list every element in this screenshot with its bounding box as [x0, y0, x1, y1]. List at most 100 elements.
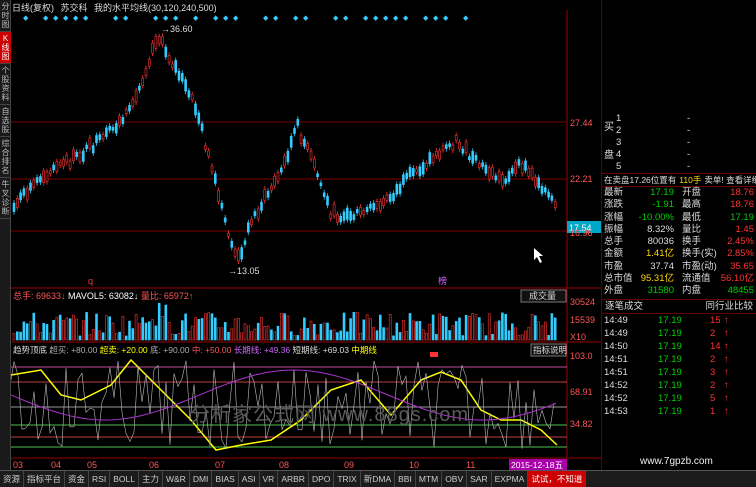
trade-tab[interactable]: 同行业比较 — [705, 300, 753, 312]
quote-label: 总市值 — [604, 273, 633, 285]
candle-body — [286, 150, 290, 163]
volume-bar — [375, 330, 379, 341]
indicator-tab[interactable]: MTM — [416, 471, 443, 487]
quote-row: 市盈 37.74 市盈(动) 35.65 — [602, 261, 756, 273]
candle-body — [273, 175, 277, 187]
indicator-tab[interactable]: 资金 — [65, 471, 90, 487]
indicator-tab[interactable]: DMI — [190, 471, 213, 487]
month-label: 08 — [279, 460, 289, 470]
candle-body — [507, 171, 511, 182]
indicator-tab[interactable]: 资源 — [0, 471, 25, 487]
volume-bar — [233, 318, 237, 341]
volume-bar — [263, 326, 267, 341]
trade-list[interactable]: 14:49 17.19 15 ↑ 14:49 17.19 2 ↑ 14:50 17.19 14 ↑ 14… — [602, 314, 756, 418]
candle-body — [124, 109, 128, 114]
side-tab[interactable]: 牛叉诊断 — [0, 178, 11, 219]
month-label: 03 — [13, 460, 23, 470]
trade-time: 14:50 — [604, 340, 628, 352]
candle-body — [520, 163, 524, 174]
volume-bar — [65, 317, 69, 341]
indicator-tab[interactable]: VR — [260, 471, 279, 487]
volume-bar — [540, 325, 544, 341]
quote-value-2: 1.45 — [735, 223, 755, 235]
indicator-tab[interactable]: BOLL — [110, 471, 139, 487]
trade-tab[interactable]: 逐笔成交 — [605, 300, 644, 312]
volume-bar — [78, 335, 82, 341]
volume-bar — [55, 316, 59, 341]
candle-body — [276, 172, 280, 182]
volume-bar — [464, 314, 468, 341]
period-label[interactable]: 日线(复权) — [12, 3, 54, 13]
low-mark: →13.05 — [228, 266, 260, 276]
side-tab[interactable]: 分时图 — [0, 0, 11, 32]
candle-body — [289, 136, 293, 148]
candle-body — [58, 161, 62, 166]
indicator-tab[interactable]: 试试，不知道 — [528, 471, 587, 487]
indicator-tab[interactable]: RSI — [89, 471, 111, 487]
order-alert[interactable]: 在卖盘17.26位置有 110手 卖单! 查看详细 — [602, 174, 756, 187]
up-arrow-icon: ↑ — [724, 405, 729, 417]
indicator-tab[interactable]: BBI — [395, 471, 416, 487]
candle-body — [425, 163, 428, 169]
volume-bar — [121, 316, 125, 341]
indicator-tab[interactable]: 指标平台 — [24, 471, 66, 487]
candle-body — [411, 168, 415, 177]
side-tab[interactable]: 个股资料 — [0, 64, 11, 105]
price-axis-label: 17.54 — [569, 223, 592, 233]
indicator-tab[interactable]: W&R — [163, 471, 190, 487]
volume-bar — [517, 335, 521, 341]
volume-bar — [349, 318, 352, 341]
trade-price: 17.19 — [658, 405, 682, 417]
volume-bar — [85, 312, 88, 341]
quote-value-2: 2.85% — [727, 248, 754, 260]
signal-diamond-icon: ◆ — [273, 15, 279, 22]
candle-body — [312, 158, 316, 169]
volume-bar — [171, 333, 174, 341]
side-tab[interactable]: 综合排名 — [0, 137, 11, 178]
order-level: 4 — [616, 149, 622, 160]
volume-bar — [279, 313, 283, 341]
indicator-help-label: 指标说明 — [533, 345, 567, 355]
volume-bar — [329, 329, 333, 341]
indicator-tab[interactable]: TRIX — [334, 471, 361, 487]
volume-bar — [497, 320, 501, 341]
up-arrow-icon: ↑ — [724, 392, 729, 404]
candle-body — [524, 160, 527, 171]
signal-diamond-icon: ◆ — [383, 15, 389, 22]
indicator-tab[interactable]: 新DMA — [361, 471, 396, 487]
candle-body — [332, 203, 336, 217]
month-label: 10 — [409, 460, 419, 470]
volume-bar — [471, 313, 475, 341]
indicator-tab[interactable]: ASI — [239, 471, 260, 487]
indicator-tab[interactable]: EXPMA — [492, 471, 529, 487]
candle-body — [118, 115, 121, 126]
candle-body — [359, 206, 362, 216]
quote-value-2: 48455 — [727, 285, 754, 297]
volume-bar — [435, 334, 438, 341]
volume-bar — [266, 325, 270, 341]
chart-area[interactable]: ◆ ◆ ◆ ◆ ◆ ◆ ◆ ◆ ◆ ◆ ◆ ◆ ◆ ◆ ◆ ◆ ◆ ◆ ◆ ◆ ◆ ◆ ◆ ◆ ◆ ◆ ◆ ◆ ◆ ◆ →36.60 →13.… — [10, 0, 601, 470]
kline-chart[interactable]: ◆ ◆ ◆ ◆ ◆ ◆ ◆ ◆ ◆ ◆ ◆ ◆ ◆ ◆ ◆ ◆ ◆ ◆ ◆ ◆ ◆ ◆ ◆ ◆ ◆ ◆ ◆ ◆ ◆ ◆→36.60→13.… — [10, 0, 601, 470]
volume-bar — [293, 335, 296, 341]
volume-bar — [428, 323, 432, 341]
volume-bar — [164, 304, 168, 341]
indicator-tab[interactable]: DPO — [309, 471, 335, 487]
indicator-tab[interactable]: OBV — [442, 471, 468, 487]
quote-label-2: 量比 — [682, 223, 702, 235]
indicator-tab[interactable]: 主力 — [139, 471, 163, 487]
side-tab[interactable]: 自选股 — [0, 105, 11, 137]
trade-time: 14:52 — [604, 379, 628, 391]
volume-bar — [491, 333, 494, 341]
order-book: 1 - 2 - 3 - 4 - 5 - 买盘 — [602, 112, 756, 174]
indicator-name[interactable]: 我的水平均线(30,120,240,500) — [94, 3, 217, 13]
volume-bar — [345, 331, 349, 341]
candle-body — [98, 134, 102, 140]
quote-value-2: 18.76 — [730, 187, 754, 198]
indicator-tab[interactable]: SAR — [467, 471, 492, 487]
indicator-tab[interactable]: ARBR — [278, 471, 309, 487]
signal-diamond-icon: ◆ — [173, 15, 179, 22]
volume-bar — [537, 321, 541, 341]
volume-bar — [309, 320, 313, 341]
indicator-tab[interactable]: BIAS — [212, 471, 239, 487]
side-tab[interactable]: K线图 — [0, 32, 11, 64]
